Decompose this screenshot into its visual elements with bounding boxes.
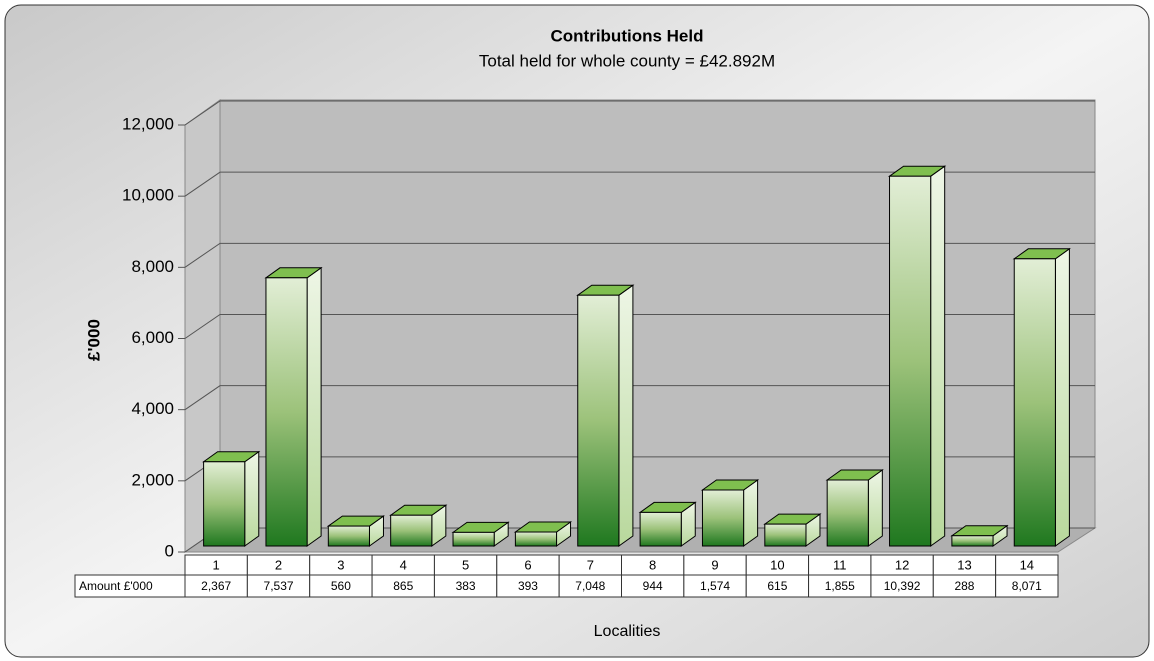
- data-label: 393: [518, 579, 538, 593]
- table-row-label: Amount £'000: [79, 579, 153, 593]
- x-tick-label: 9: [711, 557, 718, 572]
- x-tick-label: 14: [1020, 557, 1034, 572]
- data-label: 7,048: [575, 579, 605, 593]
- bar-side: [244, 450, 260, 547]
- grid-line: [184, 385, 1095, 411]
- bar-front: [327, 525, 370, 547]
- grid-line: [184, 171, 1095, 197]
- x-tick-label: 5: [462, 557, 469, 572]
- x-tick-label: 12: [895, 557, 909, 572]
- bar-front: [826, 479, 869, 547]
- x-tick-label: 4: [400, 557, 407, 572]
- x-tick-label: 8: [649, 557, 656, 572]
- bar: [825, 469, 884, 547]
- bar: [389, 504, 448, 547]
- bar: [202, 450, 261, 547]
- y-tick-label: 2,000: [131, 470, 174, 489]
- data-label: 7,537: [264, 579, 294, 593]
- bar-front: [639, 511, 682, 547]
- bar: [950, 524, 1009, 547]
- grid-line: [184, 242, 1095, 268]
- bar: [451, 521, 510, 547]
- x-tick-label: 13: [957, 557, 971, 572]
- bar-front: [951, 535, 994, 547]
- bar-side: [930, 165, 946, 547]
- x-tick-label: 10: [770, 557, 784, 572]
- chart-subtitle: Total held for whole county = £42.892M: [479, 51, 775, 70]
- data-label: 10,392: [884, 579, 921, 593]
- x-tick-label: 1: [213, 557, 220, 572]
- data-label: 944: [643, 579, 663, 593]
- grid-line: [184, 100, 1095, 126]
- bar-front: [701, 489, 745, 547]
- data-label: 560: [331, 579, 351, 593]
- y-tick-label: 6,000: [131, 328, 174, 347]
- bar-front: [764, 523, 807, 547]
- bar-front: [889, 175, 932, 547]
- bar: [1012, 247, 1071, 547]
- bar-front: [265, 277, 308, 547]
- bar: [887, 165, 947, 547]
- bar: [576, 284, 635, 547]
- data-label: 615: [767, 579, 787, 593]
- y-tick-label: 8,000: [131, 257, 174, 276]
- bar-side: [306, 266, 322, 547]
- y-axis-label: £'000: [84, 319, 103, 361]
- data-label: 288: [954, 579, 974, 593]
- bar: [264, 266, 323, 547]
- bar-front: [452, 531, 495, 547]
- bar-front: [1013, 258, 1056, 547]
- bar: [700, 479, 760, 547]
- data-label: 1,855: [825, 579, 855, 593]
- y-tick-label: 4,000: [131, 399, 174, 418]
- table-cell: [995, 574, 1059, 598]
- x-tick-label: 11: [833, 557, 847, 572]
- bar: [638, 501, 697, 547]
- data-label: 1,574: [700, 579, 730, 593]
- data-label: 2,367: [201, 579, 231, 593]
- data-label: 8,071: [1012, 579, 1042, 593]
- data-label: 383: [456, 579, 476, 593]
- x-axis-label: Localities: [594, 623, 661, 640]
- y-tick-label: 0: [165, 541, 174, 560]
- bar: [763, 513, 822, 547]
- bar-front: [390, 514, 433, 547]
- x-tick-label: 2: [275, 557, 282, 572]
- bar-front: [577, 294, 620, 547]
- bar-side: [1054, 247, 1070, 547]
- data-label: 865: [393, 579, 413, 593]
- y-tick-label: 12,000: [122, 114, 174, 133]
- x-tick-label: 3: [337, 557, 344, 572]
- bar-side: [618, 284, 634, 547]
- bar-side: [743, 479, 759, 547]
- bar: [513, 521, 573, 547]
- y-tick-label: 10,000: [122, 186, 174, 205]
- chart-title: Contributions Held: [551, 26, 704, 45]
- bar-front: [514, 531, 558, 547]
- bar-front: [203, 461, 246, 547]
- grid-line: [184, 314, 1095, 339]
- x-tick-label: 7: [587, 557, 594, 572]
- bar: [326, 515, 386, 547]
- bar-side: [867, 469, 883, 547]
- x-tick-label: 6: [524, 557, 531, 572]
